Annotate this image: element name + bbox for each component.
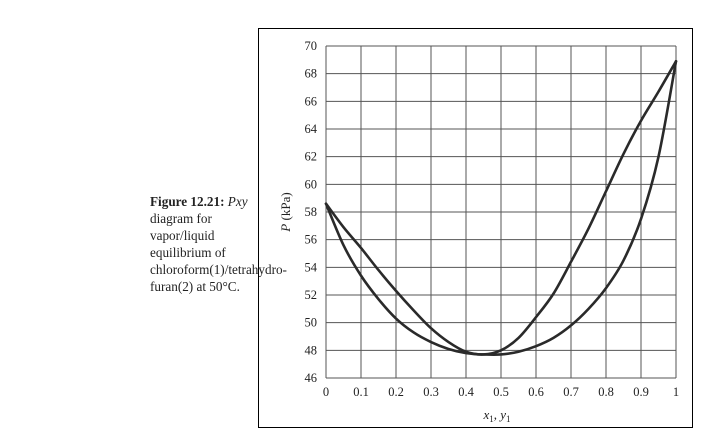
- y-tick-label: 46: [305, 371, 318, 385]
- x-tick-label: 0.8: [598, 385, 614, 399]
- x-tick-label: 0.2: [388, 385, 404, 399]
- figure-symbol: Pxy: [227, 194, 248, 209]
- y-tick-label: 48: [305, 343, 318, 357]
- y-tick-label: 64: [305, 122, 318, 136]
- x-axis-label: x1, y1: [482, 407, 510, 424]
- y-tick-label: 50: [305, 316, 318, 330]
- x-tick-label: 0: [323, 385, 329, 399]
- y-tick-label: 56: [305, 233, 318, 247]
- x-tick-label: 0.5: [493, 385, 509, 399]
- y-tick-label: 54: [305, 260, 318, 274]
- y-axis-label: P (kPa): [278, 192, 293, 232]
- figure-caption: Figure 12.21: Pxy diagram for vapor/liqu…: [150, 193, 287, 295]
- x-tick-label: 0.7: [563, 385, 579, 399]
- figure-caption-text: diagram for vapor/liquid equilibrium of …: [150, 211, 287, 294]
- chart-frame: [258, 28, 693, 428]
- grid: [325, 45, 677, 379]
- bubble-point-curve: [324, 59, 678, 356]
- series-group: [324, 59, 678, 357]
- y-tick-label: 60: [305, 177, 318, 191]
- y-tick-label: 58: [305, 205, 318, 219]
- x-tick-label: 1: [673, 385, 679, 399]
- x-tick-label: 0.4: [458, 385, 474, 399]
- y-tick-label: 68: [305, 67, 318, 81]
- y-tick-label: 66: [305, 94, 318, 108]
- x-tick-label: 0.3: [423, 385, 439, 399]
- y-tick-label: 52: [305, 288, 318, 302]
- dew-point-curve: [324, 59, 678, 357]
- y-tick-label: 62: [305, 150, 318, 164]
- figure-label: Figure 12.21:: [150, 194, 225, 209]
- x-tick-label: 0.9: [633, 385, 649, 399]
- tick-labels: 0 0.1 0.2 0.3 0.4 0.5 0.6 0.7 0.8 0.9 1 46 48 50 52 54 5…: [305, 39, 680, 399]
- y-tick-label: 70: [305, 39, 318, 53]
- x-tick-label: 0.1: [353, 385, 369, 399]
- x-tick-label: 0.6: [528, 385, 544, 399]
